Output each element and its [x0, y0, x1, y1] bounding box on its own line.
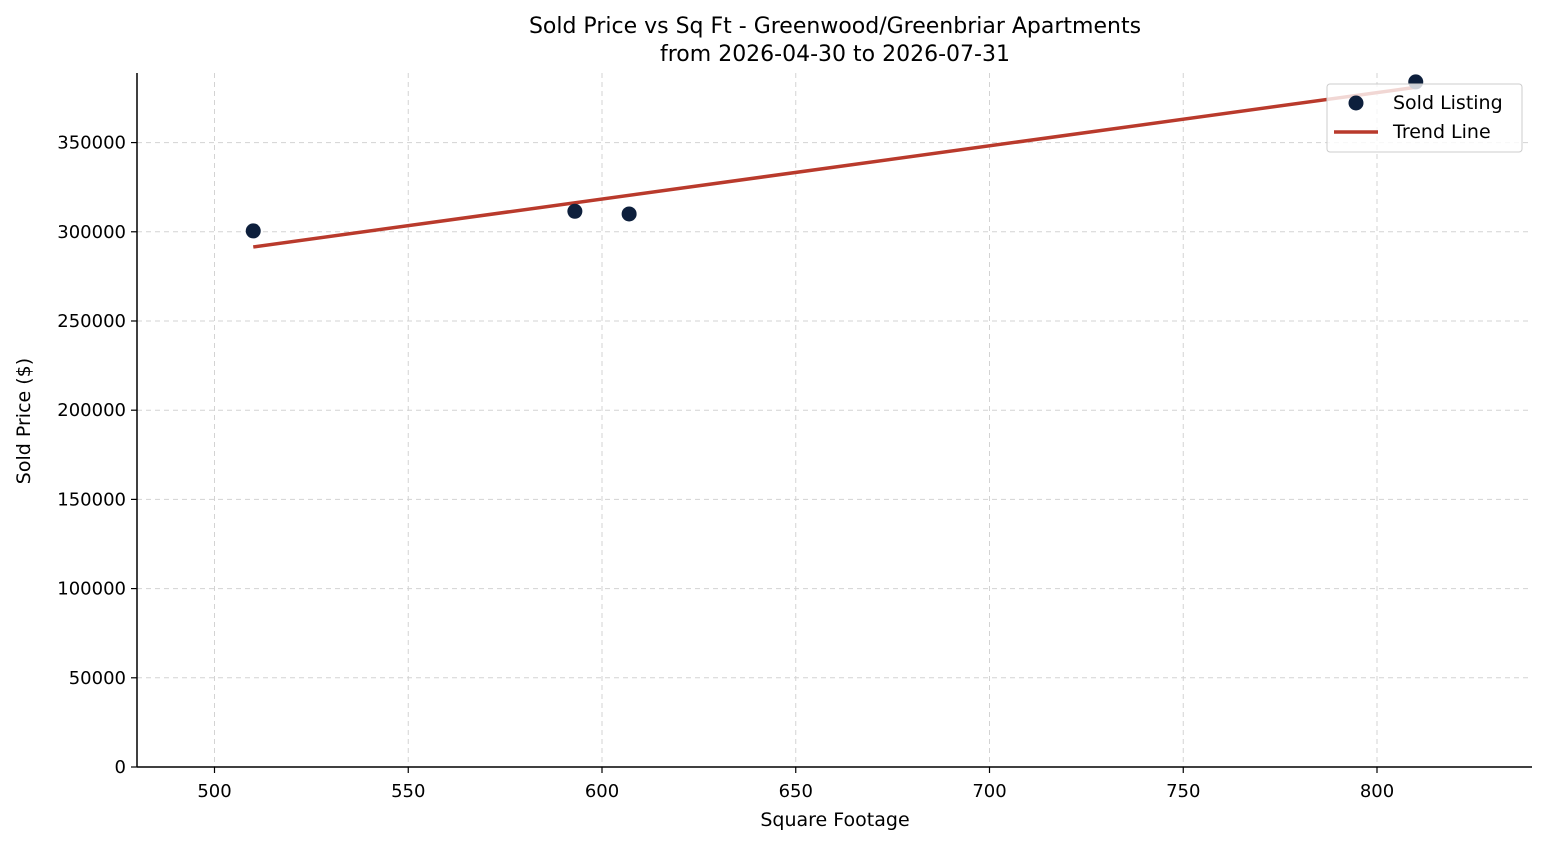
y-tick-label: 100000 [57, 579, 126, 600]
x-tick-label: 600 [585, 781, 619, 802]
legend-box [1326, 83, 1523, 153]
legend: Sold Listing Trend Line [1326, 83, 1523, 153]
trend-line [253, 85, 1416, 249]
chart-subtitle: from 2026-04-30 to 2026-07-31 [660, 42, 1010, 67]
axes [136, 73, 1532, 768]
x-tick-label: 650 [779, 781, 813, 802]
tick-labels: 500 550 600 650 700 750 800 0 50000 100000 150000 2… [57, 133, 1394, 802]
y-tick-label: 50000 [69, 668, 126, 689]
legend-marker-sold-listing [1348, 95, 1364, 111]
x-tick-label: 700 [972, 781, 1006, 802]
x-tick-label: 750 [1166, 781, 1200, 802]
x-tick-label: 800 [1360, 781, 1394, 802]
y-tick-label: 200000 [57, 400, 126, 421]
x-tick-label: 500 [197, 781, 231, 802]
sold-listing-point [621, 206, 637, 222]
x-axis-label: Square Footage [760, 809, 909, 831]
y-tick-label: 0 [115, 757, 126, 778]
y-tick-label: 350000 [57, 133, 126, 154]
grid [137, 73, 1532, 768]
legend-label-trend-line: Trend Line [1392, 121, 1491, 143]
y-tick-label: 150000 [57, 489, 126, 510]
chart-title-line1: Sold Price vs Sq Ft - Greenwood/Greenbri… [529, 14, 1141, 39]
legend-label-sold-listing: Sold Listing [1393, 92, 1503, 114]
plot-area [245, 74, 1424, 249]
sold-listing-point [567, 203, 583, 219]
y-tick-label: 250000 [57, 311, 126, 332]
y-tick-label: 300000 [57, 222, 126, 243]
y-axis-label: Sold Price ($) [13, 358, 35, 484]
sold-listing-point [245, 223, 261, 239]
chart-title: Sold Price vs Sq Ft - Greenwood/Greenbri… [529, 14, 1141, 67]
x-tick-label: 550 [391, 781, 425, 802]
